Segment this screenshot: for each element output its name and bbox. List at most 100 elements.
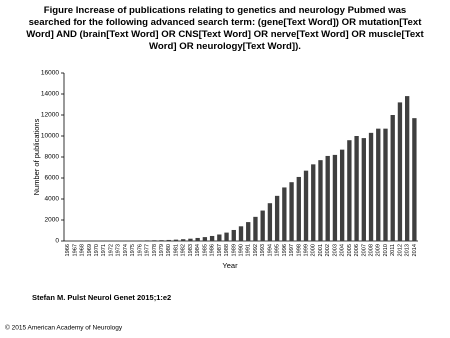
bar: [404, 96, 410, 241]
bar: [144, 240, 150, 241]
source: Stefan M. Pulst Neurol Genet 2015;1:e2: [32, 293, 171, 302]
bar: [339, 149, 345, 241]
x-tick-label: 2005: [347, 244, 353, 256]
x-tick-label: 2004: [340, 244, 346, 256]
bar: [311, 164, 316, 241]
bar: [325, 155, 330, 241]
chart-title: Figure Increase of publications relating…: [26, 5, 424, 52]
bar: [181, 239, 186, 241]
x-tick-label: 1992: [253, 244, 259, 256]
bar: [195, 237, 200, 241]
bar: [376, 128, 381, 241]
bar: [368, 132, 374, 241]
y-tick-label: 8000: [45, 154, 60, 161]
x-tick-label: 1976: [137, 244, 143, 256]
bar: [318, 160, 323, 241]
x-tick-label: 2010: [383, 244, 389, 256]
x-axis-label: Year: [222, 261, 238, 270]
x-tick-label: 1989: [231, 244, 237, 256]
bar: [238, 226, 244, 241]
bar: [173, 239, 179, 241]
x-tick-label: 1980: [166, 244, 172, 256]
x-tick-label: 1967: [72, 244, 78, 256]
bar: [224, 232, 229, 241]
bar: [267, 203, 273, 241]
x-tick-label: 2013: [405, 244, 411, 256]
x-tick-label: 2001: [318, 244, 324, 256]
x-tick-label: 1984: [195, 244, 201, 256]
x-tick-label: 2000: [311, 244, 317, 256]
x-tick-label: 1975: [130, 244, 136, 256]
bar: [246, 222, 251, 241]
x-tick-label: 1972: [108, 244, 114, 256]
x-tick-label: 2009: [376, 244, 382, 256]
bar: [253, 216, 258, 241]
x-tick-label: 1971: [101, 244, 107, 256]
x-tick-label: 1983: [188, 244, 194, 256]
bar: [217, 234, 222, 241]
bar: [332, 154, 338, 241]
x-tick-label: 1982: [181, 244, 187, 256]
x-tick-label: 1990: [238, 244, 244, 256]
bar: [361, 138, 366, 241]
bar: [397, 102, 403, 242]
x-tick-label: 1974: [123, 244, 129, 256]
x-tick-label: 2011: [390, 244, 396, 256]
x-tick-label: 1996: [282, 244, 288, 256]
x-tick-label: 1995: [275, 244, 281, 256]
x-tick-label: 2014: [412, 244, 418, 256]
bar: [282, 187, 287, 241]
x-tick-label: 2007: [361, 244, 367, 256]
bar: [188, 238, 193, 241]
x-tick-label: 2003: [332, 244, 338, 256]
y-tick-label: 10000: [41, 133, 59, 140]
y-tick-label: 2000: [45, 217, 60, 224]
bar: [137, 240, 143, 241]
x-tick-label: 1970: [94, 244, 100, 256]
x-tick-label: 1999: [304, 244, 310, 256]
x-tick-label: 1993: [260, 244, 266, 256]
bar: [354, 136, 359, 241]
bar: [289, 182, 294, 241]
y-tick-label: 14000: [41, 91, 59, 98]
y-tick-label: 6000: [45, 175, 60, 182]
x-tick-label: 1998: [296, 244, 302, 256]
y-tick-label: 12000: [41, 112, 59, 119]
bar: [390, 115, 395, 241]
x-tick-label: 1968: [80, 244, 86, 256]
x-tick-label: 1981: [173, 244, 179, 256]
y-axis-label: Number of publications: [32, 118, 41, 195]
y-tick-label: 16000: [41, 70, 59, 77]
x-tick-label: 1978: [152, 244, 158, 256]
x-tick-label: 1979: [159, 244, 165, 256]
bar: [296, 176, 301, 241]
x-tick-label: 1991: [246, 244, 252, 256]
x-tick-label: 1986: [210, 244, 216, 256]
bar: [159, 240, 164, 241]
x-tick-label: 1997: [289, 244, 295, 256]
x-tick-label: 1966: [65, 244, 71, 256]
bar: [274, 195, 280, 241]
x-tick-label: 1987: [217, 244, 223, 256]
bar: [166, 239, 171, 241]
y-tick-label: 0: [55, 238, 59, 245]
x-tick-label: 1977: [145, 244, 151, 256]
bar: [412, 118, 417, 241]
bar: [231, 229, 236, 241]
bar: [347, 140, 352, 241]
bar: [152, 240, 157, 241]
bar: [202, 237, 208, 241]
x-tick-label: 2006: [354, 244, 360, 256]
y-tick-label: 4000: [45, 196, 60, 203]
bar: [383, 128, 388, 241]
x-tick-label: 1969: [87, 244, 93, 256]
x-tick-label: 1985: [202, 244, 208, 256]
bar: [303, 170, 309, 241]
copyright: © 2015 American Academy of Neurology: [5, 324, 123, 332]
x-tick-label: 2012: [397, 244, 403, 256]
x-tick-label: 1988: [224, 244, 230, 256]
x-tick-label: 2002: [325, 244, 331, 256]
x-tick-label: 1994: [267, 244, 273, 256]
